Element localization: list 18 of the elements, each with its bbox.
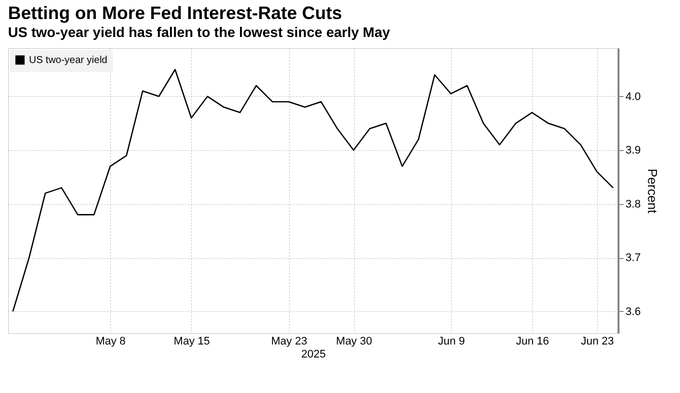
legend-label: US two-year yield [29,55,108,66]
y-tick-label: 3.7 [626,252,641,264]
x-tick-label: Jun 16 [516,336,550,348]
chart-title: Betting on More Fed Interest-Rate Cuts [8,3,342,23]
chart-subtitle: US two-year yield has fallen to the lowest since early May [8,24,390,40]
x-tick-label: Jun 9 [438,336,465,348]
x-tick-label: Jun 23 [580,336,614,348]
x-axis-title: 2025 [301,348,326,360]
y-tick-label: 3.9 [626,144,641,157]
y-axis-title: Percent [644,168,660,214]
x-tick-label: May 15 [174,336,210,348]
x-tick-label: May 30 [336,336,372,348]
x-tick-label: May 8 [96,336,126,348]
y-tick-label: 3.6 [626,306,641,318]
y-tick-label: 4.0 [626,90,641,103]
line-series [12,68,614,312]
x-tick-label: May 23 [271,336,308,348]
y-tick-label: 3.8 [626,198,641,210]
